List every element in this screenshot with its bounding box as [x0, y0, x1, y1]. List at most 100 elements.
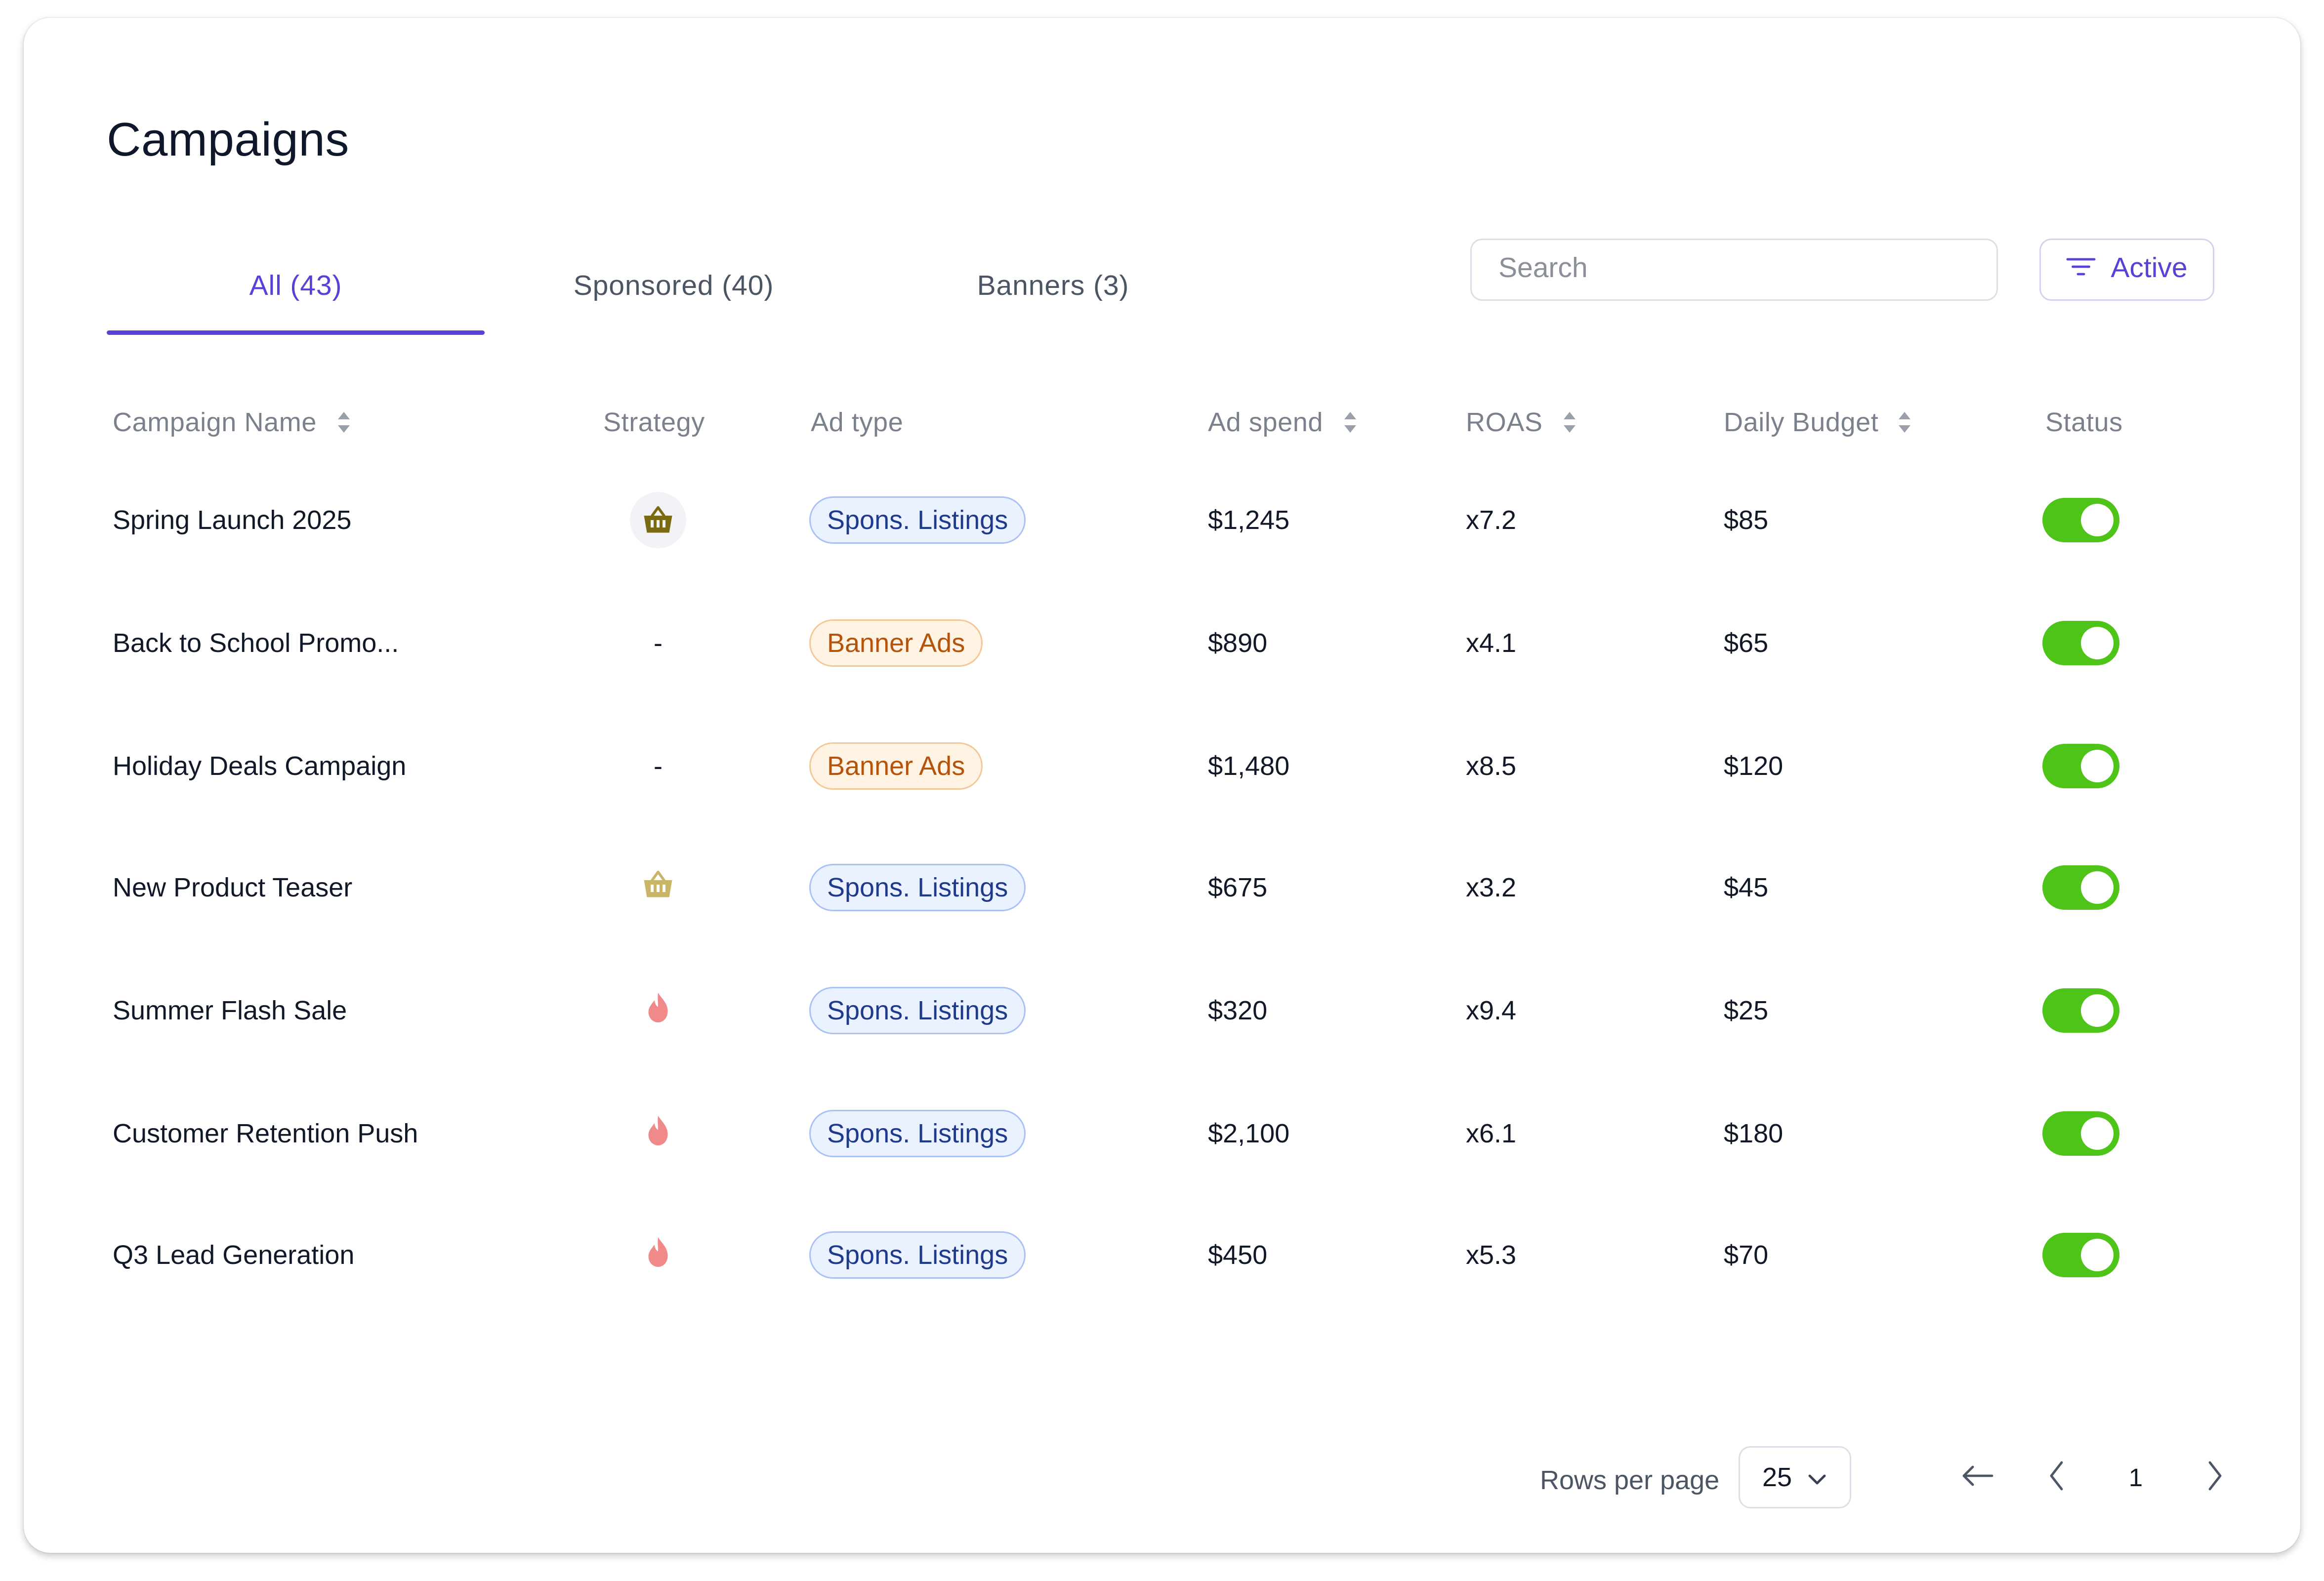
- filter-icon: [2066, 253, 2096, 286]
- first-page-button[interactable]: [1950, 1455, 2004, 1502]
- flame-icon: [646, 1235, 670, 1275]
- toggle-knob: [2081, 871, 2114, 904]
- active-filter-button[interactable]: Active: [2039, 239, 2214, 301]
- next-page-button[interactable]: [2188, 1455, 2241, 1502]
- strategy-cell: [628, 459, 688, 581]
- ad-type-badge: Spons. Listings: [809, 987, 1026, 1034]
- column-header-label: Status: [2045, 406, 2123, 437]
- table-row[interactable]: Spring Launch 2025 Spons. Listings $1,24…: [24, 459, 2300, 581]
- ad-spend-value: $675: [1208, 872, 1268, 902]
- roas-value: x8.5: [1466, 750, 1517, 780]
- column-header-label: Strategy: [603, 406, 705, 437]
- ad-type-badge: Spons. Listings: [809, 1110, 1026, 1157]
- sort-icon[interactable]: [1560, 409, 1578, 436]
- tab-banners[interactable]: Banners (3): [977, 271, 1129, 302]
- column-header-strategy: Strategy: [603, 400, 705, 445]
- campaign-name[interactable]: Q3 Lead Generation: [113, 1239, 355, 1269]
- search-input[interactable]: [1470, 239, 1998, 301]
- toggle-knob: [2081, 504, 2114, 536]
- ad-type-badge: Spons. Listings: [809, 496, 1026, 544]
- tab-sponsored[interactable]: Sponsored (40): [573, 271, 774, 302]
- campaigns-card: Campaigns All (43) Sponsored (40) Banner…: [24, 18, 2300, 1553]
- column-header-campaign-name[interactable]: Campaign Name: [113, 400, 352, 445]
- daily-budget-value: $180: [1724, 1118, 1784, 1148]
- roas-value: x3.2: [1466, 872, 1517, 902]
- ad-type-badge: Banner Ads: [809, 619, 983, 667]
- table-row[interactable]: Holiday Deals Campaign - Banner Ads $1,4…: [24, 705, 2300, 827]
- daily-budget-value: $85: [1724, 504, 1769, 534]
- status-cell: [2042, 1194, 2119, 1316]
- table-row[interactable]: New Product Teaser Spons. Listings $675 …: [24, 827, 2300, 948]
- table-row[interactable]: Summer Flash Sale Spons. Listings $320 x…: [24, 950, 2300, 1071]
- campaign-name[interactable]: Customer Retention Push: [113, 1118, 418, 1148]
- ad-type-cell: Spons. Listings: [809, 827, 1026, 948]
- ad-spend-value: $1,480: [1208, 750, 1290, 780]
- rows-per-page-select[interactable]: 25: [1739, 1446, 1851, 1508]
- campaign-name[interactable]: Spring Launch 2025: [113, 504, 352, 534]
- flame-icon: [646, 991, 670, 1031]
- toggle-knob: [2081, 1239, 2114, 1271]
- status-cell: [2042, 827, 2119, 948]
- strategy-cell: [628, 1073, 688, 1194]
- daily-budget-value: $65: [1724, 627, 1769, 657]
- toggle-knob: [2081, 1117, 2114, 1150]
- table-row[interactable]: Back to School Promo... - Banner Ads $89…: [24, 582, 2300, 704]
- prev-page-button[interactable]: [2031, 1455, 2084, 1502]
- ad-spend-value: $890: [1208, 627, 1268, 657]
- sort-icon[interactable]: [334, 409, 352, 436]
- status-toggle[interactable]: [2042, 1233, 2119, 1277]
- ad-spend-value: $320: [1208, 995, 1268, 1025]
- campaign-name[interactable]: Summer Flash Sale: [113, 995, 347, 1025]
- ad-type-badge: Spons. Listings: [809, 1231, 1026, 1279]
- chevron-down-icon: [1807, 1462, 1827, 1493]
- ad-spend-value: $2,100: [1208, 1118, 1290, 1148]
- status-toggle[interactable]: [2042, 621, 2119, 665]
- roas-value: x6.1: [1466, 1118, 1517, 1148]
- sort-icon[interactable]: [1341, 409, 1359, 436]
- roas-value: x4.1: [1466, 627, 1517, 657]
- flame-icon: [646, 1114, 670, 1154]
- status-toggle[interactable]: [2042, 988, 2119, 1033]
- column-header-ad-spend[interactable]: Ad spend: [1208, 400, 1359, 445]
- column-header-label: Campaign Name: [113, 406, 317, 437]
- sort-icon[interactable]: [1896, 409, 1914, 436]
- campaign-name[interactable]: New Product Teaser: [113, 872, 353, 902]
- strategy-cell: [628, 1194, 688, 1316]
- ad-spend-value: $450: [1208, 1239, 1268, 1269]
- toggle-knob: [2081, 994, 2114, 1027]
- ad-type-badge: Spons. Listings: [809, 864, 1026, 911]
- ad-type-cell: Banner Ads: [809, 582, 983, 704]
- daily-budget-value: $120: [1724, 750, 1784, 780]
- ad-type-cell: Spons. Listings: [809, 950, 1026, 1071]
- ad-spend-value: $1,245: [1208, 504, 1290, 534]
- rows-per-page-value: 25: [1762, 1461, 1792, 1492]
- daily-budget-value: $25: [1724, 995, 1769, 1025]
- ad-type-cell: Spons. Listings: [809, 1194, 1026, 1316]
- strategy-cell: -: [628, 582, 688, 704]
- chevron-left-icon: [2047, 1459, 2068, 1499]
- current-page-number[interactable]: 1: [2128, 1464, 2143, 1492]
- ad-type-cell: Spons. Listings: [809, 459, 1026, 581]
- status-toggle[interactable]: [2042, 865, 2119, 910]
- status-toggle[interactable]: [2042, 744, 2119, 788]
- column-header-status: Status: [2045, 400, 2123, 445]
- toggle-knob: [2081, 627, 2114, 659]
- column-header-roas[interactable]: ROAS: [1466, 400, 1578, 445]
- status-toggle[interactable]: [2042, 1111, 2119, 1156]
- status-cell: [2042, 459, 2119, 581]
- campaign-name[interactable]: Holiday Deals Campaign: [113, 750, 407, 780]
- column-header-label: Daily Budget: [1724, 406, 1879, 437]
- strategy-cell: -: [628, 705, 688, 827]
- status-cell: [2042, 582, 2119, 704]
- strategy-empty: -: [654, 750, 663, 780]
- daily-budget-value: $45: [1724, 872, 1769, 902]
- active-filter-label: Active: [2111, 253, 2188, 284]
- table-row[interactable]: Q3 Lead Generation Spons. Listings $450 …: [24, 1194, 2300, 1316]
- column-header-daily-budget[interactable]: Daily Budget: [1724, 400, 1914, 445]
- campaign-name[interactable]: Back to School Promo...: [113, 627, 399, 657]
- table-row[interactable]: Customer Retention Push Spons. Listings …: [24, 1073, 2300, 1194]
- status-toggle[interactable]: [2042, 498, 2119, 542]
- status-cell: [2042, 705, 2119, 827]
- tab-all[interactable]: All (43): [107, 240, 485, 335]
- roas-value: x9.4: [1466, 995, 1517, 1025]
